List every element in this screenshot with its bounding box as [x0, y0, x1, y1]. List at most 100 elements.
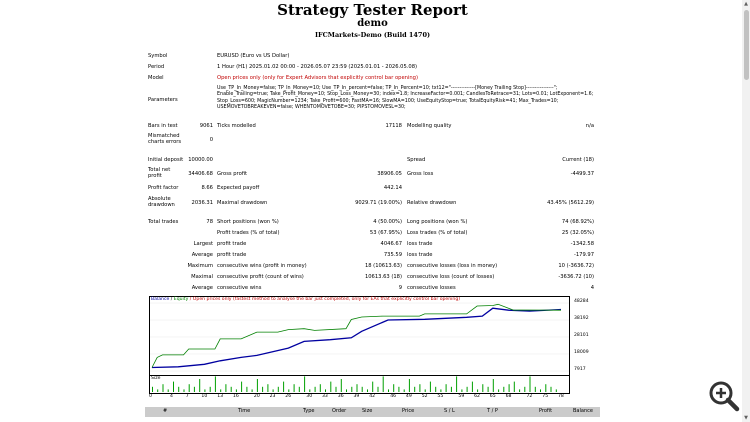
col-type: Type	[303, 408, 315, 414]
size-bar	[419, 384, 421, 392]
y-tick-label: 18009	[574, 350, 589, 355]
size-bar	[304, 376, 306, 392]
size-bar	[199, 379, 201, 392]
size-bar	[424, 389, 426, 392]
size-bar	[288, 389, 290, 392]
x-tick-label: 46	[390, 394, 397, 399]
size-bar	[529, 376, 531, 392]
server-build: IFCMarkets-Demo (Build 1470)	[314, 31, 431, 39]
vertical-scrollbar[interactable]: ▲ ▼	[742, 0, 750, 422]
maxdd-value: 9029.71 (19.00%)	[355, 200, 402, 206]
x-tick-label: 20	[253, 394, 260, 399]
size-bar	[157, 389, 159, 392]
size-bar	[267, 384, 269, 392]
ep-value: 442.14	[383, 185, 402, 191]
size-bar	[435, 386, 437, 392]
chart-plot	[150, 302, 569, 372]
lt-label: Loss trades (% of total)	[407, 230, 468, 236]
model-label: Model	[148, 75, 164, 81]
netprofit-value: 34406.68	[188, 171, 213, 177]
report-page: Strategy Tester Report demo IFCMarkets-D…	[145, 0, 600, 422]
size-bar	[230, 386, 232, 392]
col-size: Size	[362, 408, 373, 414]
x-tick-label: 30	[306, 394, 313, 399]
size-bar	[209, 386, 211, 392]
x-tick-label: 42	[369, 394, 376, 399]
size-bar	[330, 381, 332, 392]
series-line-balance	[151, 307, 562, 369]
legend-balance: Balance	[151, 297, 170, 302]
trades-table-header: # Time Type Order Size Price S / L T / P…	[145, 407, 600, 417]
ep-label: Expected payoff	[217, 185, 260, 191]
deposit-label: Initial deposit	[148, 157, 184, 163]
average2-label: Average	[191, 285, 213, 291]
al-value: -179.97	[573, 252, 594, 258]
maximal-label: Maximal	[191, 274, 213, 280]
pf-value: 8.66	[201, 185, 213, 191]
size-bar	[319, 384, 321, 392]
zoom-in-icon[interactable]	[708, 380, 740, 412]
size-bar	[482, 384, 484, 392]
size-bar	[220, 389, 222, 392]
size-bar	[188, 384, 190, 392]
grossprofit-label: Gross profit	[217, 171, 248, 177]
size-bar	[246, 386, 248, 392]
params-label: Parameters	[148, 97, 178, 103]
acl-label: consecutive losses	[407, 285, 456, 291]
mismatch-value: 0	[209, 137, 213, 143]
size-bar	[466, 386, 468, 392]
size-bar	[283, 381, 285, 392]
size-bar	[382, 376, 384, 392]
long-label: Long positions (won %)	[407, 219, 468, 225]
chart-legend: Balance / Equity / Open prices only (fas…	[151, 297, 460, 303]
size-bar	[487, 386, 489, 392]
period-value: 1 Hour (H1) 2025.01.02 00:00 - 2026.05.0…	[217, 64, 418, 70]
trades-label: Total trades	[148, 219, 179, 225]
x-tick-label: 72	[526, 394, 533, 399]
size-bar	[167, 389, 169, 392]
size-bar	[477, 389, 479, 392]
x-tick-label: 36	[337, 394, 344, 399]
col-num: #	[163, 408, 168, 414]
maxdd-label: Maximal drawdown	[217, 200, 268, 206]
size-bar	[545, 384, 547, 392]
x-tick-label: 52	[421, 394, 428, 399]
size-bar	[471, 381, 473, 392]
scroll-up-icon[interactable]: ▲	[744, 1, 748, 7]
size-bar	[183, 389, 185, 392]
mcl-value: 10 (-3636.72)	[558, 263, 594, 269]
scroll-down-icon[interactable]: ▼	[744, 415, 748, 421]
col-balance: Balance	[573, 408, 593, 414]
trades-value: 78	[206, 219, 213, 225]
x-tick-label: 68	[505, 394, 512, 399]
size-bar	[498, 389, 500, 392]
size-bar	[298, 386, 300, 392]
scroll-thumb[interactable]	[744, 10, 749, 80]
short-label: Short positions (won %)	[217, 219, 279, 225]
y-tick-label: 28101	[574, 333, 589, 338]
pt-label: Profit trades (% of total)	[217, 230, 280, 236]
size-bar	[309, 389, 311, 392]
size-bar	[524, 386, 526, 392]
mcll-label: consecutive loss (count of losses)	[407, 274, 495, 280]
col-price: Price	[402, 408, 415, 414]
x-tick-label: 10	[201, 394, 208, 399]
al-label: loss trade	[407, 252, 433, 258]
size-bar	[214, 376, 216, 392]
quality-value: n/a	[585, 123, 594, 129]
size-bar	[540, 389, 541, 392]
balance-chart: Balance / Equity / Open prices only (fas…	[149, 296, 570, 376]
x-tick-label: 62	[474, 394, 480, 399]
bars-label: Bars in test	[148, 123, 178, 129]
size-bar	[325, 389, 326, 392]
mcll-value: -3636.72 (10)	[558, 274, 594, 280]
bars-value: 9061	[199, 123, 213, 129]
size-bar	[335, 386, 337, 392]
x-tick-label: 75	[542, 394, 549, 399]
size-bar	[235, 389, 237, 392]
acw-label: consecutive wins	[217, 285, 262, 291]
mcl-label: consecutive losses (loss in money)	[407, 263, 498, 269]
size-bar	[388, 389, 389, 392]
grossprofit-value: 38906.05	[377, 171, 402, 177]
lp-label: profit trade	[217, 241, 247, 247]
